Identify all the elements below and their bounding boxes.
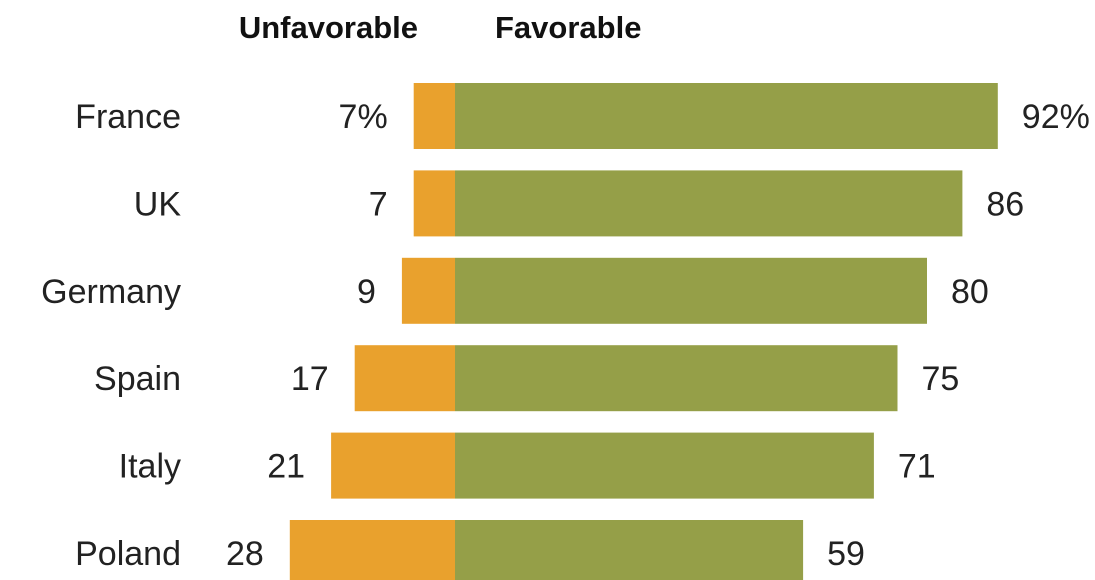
favorable-bar-poland (455, 520, 804, 580)
unfavorable-value-france: 7% (339, 98, 388, 136)
category-label-spain: Spain (94, 360, 181, 398)
favorable-value-spain: 75 (922, 360, 960, 398)
favorable-bar-germany (455, 257, 927, 324)
favorable-value-uk: 86 (986, 185, 1024, 223)
unfavorable-bar-poland (289, 520, 455, 580)
category-label-italy: Italy (119, 448, 181, 486)
unfavorable-bar-italy (331, 432, 455, 499)
unfavorable-value-germany: 9 (357, 273, 376, 311)
unfavorable-bar-spain (354, 345, 455, 412)
category-label-france: France (75, 98, 181, 136)
favorable-bar-italy (455, 432, 874, 499)
favorable-value-france: 92% (1022, 98, 1090, 136)
unfavorable-value-uk: 7 (369, 185, 388, 223)
category-label-germany: Germany (41, 273, 181, 311)
unfavorable-bar-france (413, 83, 455, 149)
favorable-bar-spain (455, 345, 898, 412)
favorable-bar-france (455, 83, 998, 149)
unfavorable-value-spain: 17 (291, 360, 329, 398)
favorable-value-germany: 80 (951, 273, 989, 311)
unfavorable-bar-uk (413, 170, 455, 237)
category-label-poland: Poland (75, 535, 181, 573)
category-label-uk: UK (134, 185, 182, 223)
header-unfavorable: Unfavorable (239, 10, 418, 45)
favorable-value-poland: 59 (827, 535, 865, 573)
header-favorable: Favorable (495, 10, 641, 45)
chart-rows: France 7% 92% UK 7 86 Germany 9 80 Spain 17 75 Italy… (41, 83, 1090, 580)
favorable-value-italy: 71 (898, 448, 936, 486)
unfavorable-value-poland: 28 (226, 535, 264, 573)
unfavorable-bar-germany (401, 257, 455, 324)
favorable-bar-uk (455, 170, 963, 237)
unfavorable-value-italy: 21 (267, 448, 305, 486)
